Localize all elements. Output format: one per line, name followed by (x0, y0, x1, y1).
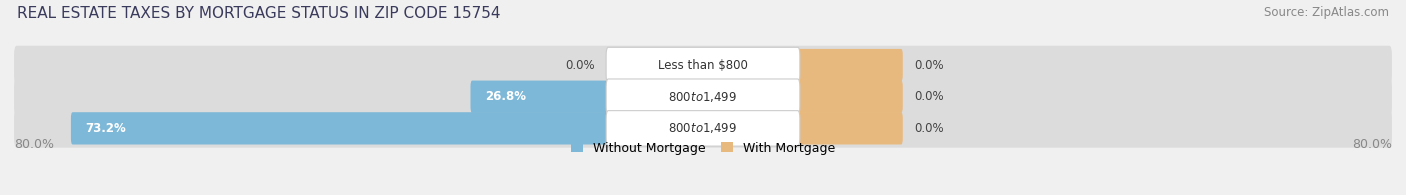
Text: $800 to $1,499: $800 to $1,499 (668, 90, 738, 104)
Text: 26.8%: 26.8% (485, 90, 526, 103)
Text: 0.0%: 0.0% (914, 90, 943, 103)
Text: 80.0%: 80.0% (14, 138, 53, 151)
FancyBboxPatch shape (14, 77, 1392, 116)
Text: Less than $800: Less than $800 (658, 58, 748, 72)
Text: $800 to $1,499: $800 to $1,499 (668, 121, 738, 135)
FancyBboxPatch shape (606, 111, 800, 146)
FancyBboxPatch shape (14, 46, 1392, 84)
FancyBboxPatch shape (796, 112, 903, 144)
Text: 0.0%: 0.0% (914, 122, 943, 135)
Text: 73.2%: 73.2% (86, 122, 127, 135)
FancyBboxPatch shape (606, 79, 800, 114)
FancyBboxPatch shape (796, 49, 903, 81)
Text: Source: ZipAtlas.com: Source: ZipAtlas.com (1264, 6, 1389, 19)
FancyBboxPatch shape (14, 109, 1392, 148)
Legend: Without Mortgage, With Mortgage: Without Mortgage, With Mortgage (571, 142, 835, 155)
FancyBboxPatch shape (471, 81, 610, 113)
Text: 80.0%: 80.0% (1353, 138, 1392, 151)
Text: REAL ESTATE TAXES BY MORTGAGE STATUS IN ZIP CODE 15754: REAL ESTATE TAXES BY MORTGAGE STATUS IN … (17, 6, 501, 21)
Text: 0.0%: 0.0% (565, 58, 595, 72)
FancyBboxPatch shape (70, 112, 610, 144)
Text: 0.0%: 0.0% (914, 58, 943, 72)
FancyBboxPatch shape (796, 81, 903, 113)
FancyBboxPatch shape (606, 47, 800, 83)
